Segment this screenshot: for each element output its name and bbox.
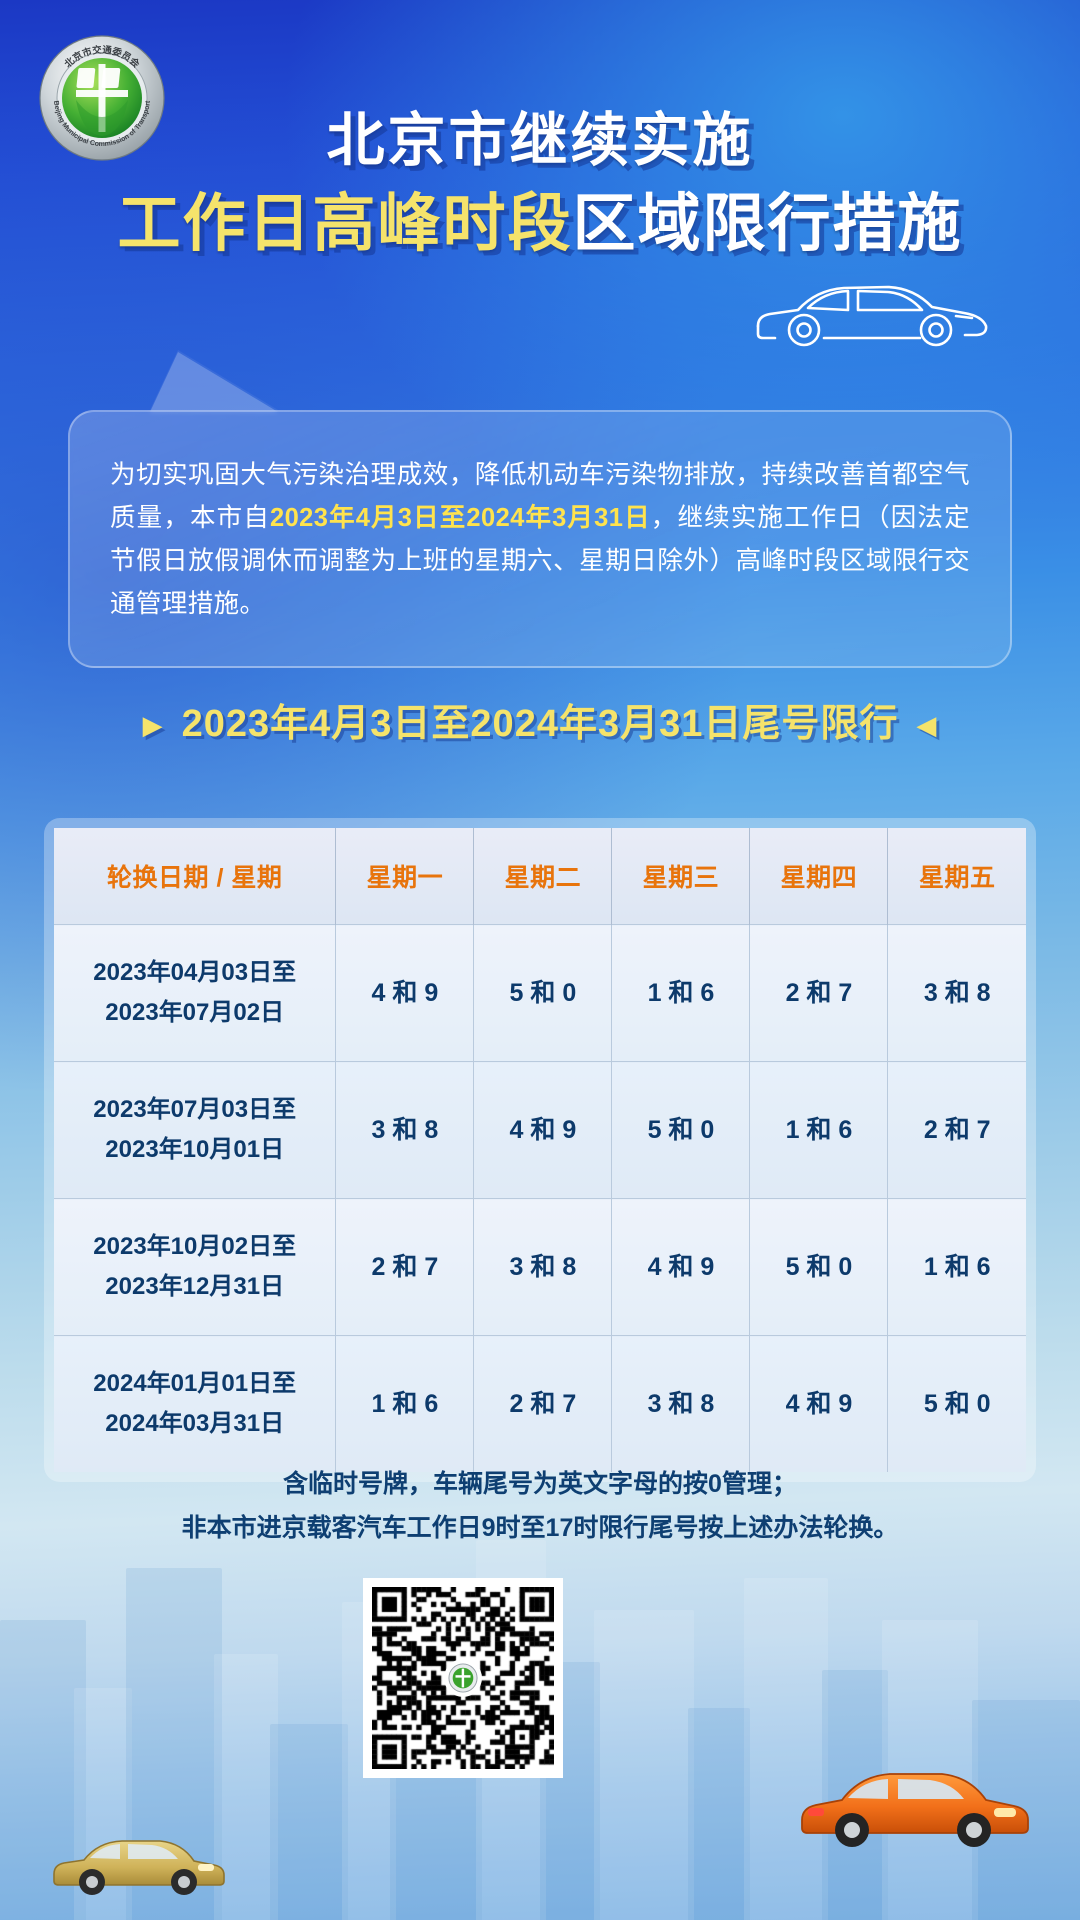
footnote-line-1: 含临时号牌，车辆尾号为英文字母的按0管理； — [283, 1470, 797, 1498]
table-header-cell: 星期一 — [335, 828, 475, 925]
restriction-table-card: 轮换日期 / 星期 星期一 星期二 星期三 星期四 星期五 2023年04月03… — [44, 818, 1036, 1482]
page-title-highlight: 工作日高峰时段 — [117, 188, 573, 259]
table-header-cell: 轮换日期 / 星期 — [54, 828, 337, 925]
row-value: 3 和 8 — [335, 1061, 475, 1199]
row-value: 1 和 6 — [749, 1061, 889, 1199]
notice-date-highlight: 2023年4月3日至2024年3月31日 — [269, 504, 651, 532]
row-value: 5 和 0 — [473, 924, 613, 1062]
row-value: 4 和 9 — [473, 1061, 613, 1199]
table-body: 2023年04月03日至 2023年07月02日 4 和 9 5 和 0 1 和… — [54, 924, 1026, 1472]
gold-station-wagon-icon — [48, 1820, 228, 1898]
triangle-right-icon: ▶ — [142, 710, 164, 741]
row-period: 2023年10月02日至 2023年12月31日 — [54, 1198, 337, 1336]
notice-paragraph: 为切实巩固大气污染治理成效，降低机动车污染物排放，持续改善首都空气质量，本市自2… — [110, 454, 970, 626]
notice-box: 为切实巩固大气污染治理成效，降低机动车污染物排放，持续改善首都空气质量，本市自2… — [68, 410, 1012, 668]
white-sedan-icon — [748, 268, 998, 348]
table-row: 2023年10月02日至 2023年12月31日 2 和 7 3 和 8 4 和… — [54, 1198, 1026, 1336]
speech-bubble-tail — [150, 352, 278, 412]
footnote: 含临时号牌，车辆尾号为英文字母的按0管理； 非本市进京载客汽车工作日9时至17时… — [0, 1462, 1080, 1550]
row-value: 1 和 6 — [887, 1198, 1026, 1336]
row-period: 2023年04月03日至 2023年07月02日 — [54, 924, 337, 1062]
row-value: 4 和 9 — [611, 1198, 751, 1336]
section-heading-text: 2023年4月3日至2024年3月31日尾号限行 — [181, 703, 899, 745]
table-header-cell: 星期四 — [749, 828, 889, 925]
row-value: 2 和 7 — [749, 924, 889, 1062]
table-row: 2023年04月03日至 2023年07月02日 4 和 9 5 和 0 1 和… — [54, 924, 1026, 1062]
qr-code[interactable] — [363, 1578, 563, 1778]
row-value: 1 和 6 — [611, 924, 751, 1062]
table-row: 2024年01月01日至 2024年03月31日 1 和 6 2 和 7 3 和… — [54, 1335, 1026, 1472]
row-value: 4 和 9 — [335, 924, 475, 1062]
qr-center-logo — [444, 1659, 482, 1697]
poster-title-block: 北京市继续实施 工作日高峰时段区域限行措施 — [0, 108, 1080, 259]
table-header-cell: 星期三 — [611, 828, 751, 925]
table-head: 轮换日期 / 星期 星期一 星期二 星期三 星期四 星期五 — [54, 828, 1026, 925]
row-value: 5 和 0 — [749, 1198, 889, 1336]
row-period: 2024年01月01日至 2024年03月31日 — [54, 1335, 337, 1472]
row-value: 3 和 8 — [887, 924, 1026, 1062]
row-value: 2 和 7 — [335, 1198, 475, 1336]
table-header-cell: 星期二 — [473, 828, 613, 925]
beijing-transport-logo: 北京市交通委员会 Beijing Municipal Commission of… — [38, 34, 166, 162]
footnote-line-2: 非本市进京载客汽车工作日9时至17时限行尾号按上述办法轮换。 — [181, 1514, 899, 1542]
page-title-line-2: 工作日高峰时段区域限行措施 — [0, 189, 1080, 260]
page-title-line-1: 北京市继续实施 — [326, 108, 754, 173]
table-header-cell: 星期五 — [887, 828, 1026, 925]
license-plate-restriction-table: 轮换日期 / 星期 星期一 星期二 星期三 星期四 星期五 2023年04月03… — [54, 828, 1026, 1472]
orange-sedan-icon — [794, 1754, 1032, 1850]
row-value: 1 和 6 — [335, 1335, 475, 1472]
row-value: 3 和 8 — [611, 1335, 751, 1472]
triangle-left-icon: ◀ — [916, 710, 938, 741]
row-value: 2 和 7 — [473, 1335, 613, 1472]
table-header-row: 轮换日期 / 星期 星期一 星期二 星期三 星期四 星期五 — [54, 828, 1026, 925]
page-title-rest: 区域限行措施 — [572, 188, 963, 259]
row-value: 2 和 7 — [887, 1061, 1026, 1199]
notice-text-before: 为切实巩固大气污染治理成效，降低机动车污染物排放，持续改善首都空气质量，本市自 — [110, 461, 970, 532]
row-period: 2023年07月03日至 2023年10月01日 — [54, 1061, 337, 1199]
row-value: 3 和 8 — [473, 1198, 613, 1336]
row-value: 5 和 0 — [887, 1335, 1026, 1472]
notice-text-after: ，继续实施工作日（因法定节假日放假调休而调整为上班的星期六、星期日除外）高峰时段… — [110, 504, 970, 618]
row-value: 4 和 9 — [749, 1335, 889, 1472]
table-row: 2023年07月03日至 2023年10月01日 3 和 8 4 和 9 5 和… — [54, 1061, 1026, 1199]
section-heading: ▶ 2023年4月3日至2024年3月31日尾号限行 ◀ — [0, 692, 1080, 747]
row-value: 5 和 0 — [611, 1061, 751, 1199]
